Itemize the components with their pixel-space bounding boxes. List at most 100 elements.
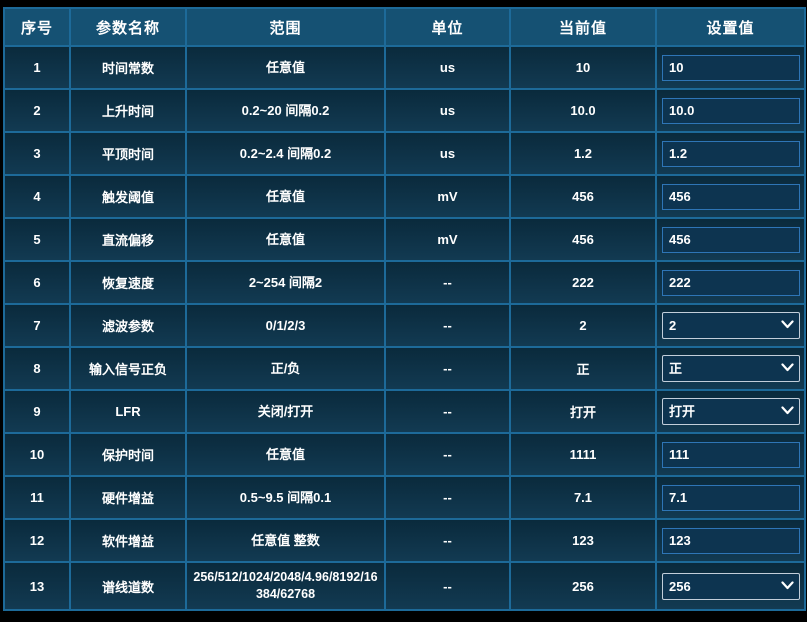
- cell-param-name: 触发阈值: [69, 174, 187, 219]
- cell-unit: --: [384, 518, 511, 563]
- cell-index: 3: [3, 131, 71, 176]
- cell-unit: --: [384, 475, 511, 520]
- cell-range: 任意值: [185, 432, 386, 477]
- table-row: 5 直流偏移 任意值 mV 456: [3, 217, 806, 262]
- cell-current-value: 正: [509, 346, 657, 391]
- cell-param-name: 滤波参数: [69, 303, 187, 348]
- cell-unit: --: [384, 561, 511, 611]
- cell-param-name: 平顶时间: [69, 131, 187, 176]
- cell-set-value: 2: [655, 303, 806, 348]
- cell-range: 任意值 整数: [185, 518, 386, 563]
- cell-index: 8: [3, 346, 71, 391]
- cell-current-value: 123: [509, 518, 657, 563]
- cell-current-value: 10.0: [509, 88, 657, 133]
- cell-range: 任意值: [185, 45, 386, 90]
- set-value-input[interactable]: [662, 269, 800, 296]
- set-value-input[interactable]: [662, 527, 800, 554]
- table-row: 10 保护时间 任意值 -- 1111: [3, 432, 806, 477]
- table-body: 1时间常数任意值us102上升时间0.2~20 间隔0.2us10.03平顶时间…: [3, 45, 806, 611]
- set-value-select-wrap: 正: [662, 355, 800, 382]
- cell-set-value: [655, 174, 806, 219]
- cell-unit: us: [384, 131, 511, 176]
- cell-index: 4: [3, 174, 71, 219]
- cell-param-name: 直流偏移: [69, 217, 187, 262]
- set-value-input[interactable]: [662, 54, 800, 81]
- cell-set-value: [655, 518, 806, 563]
- cell-current-value: 打开: [509, 389, 657, 434]
- set-value-input[interactable]: [662, 97, 800, 124]
- cell-range: 任意值: [185, 174, 386, 219]
- cell-range: 256/512/1024/2048/4.96/8192/16384/62768: [185, 561, 386, 611]
- cell-range: 关闭/打开: [185, 389, 386, 434]
- cell-set-value: [655, 475, 806, 520]
- set-value-select[interactable]: 打开: [662, 398, 800, 425]
- cell-index: 1: [3, 45, 71, 90]
- cell-unit: --: [384, 303, 511, 348]
- table-row: 1 时间常数 任意值 us 10: [3, 45, 806, 90]
- table-row: 7 滤波参数 0/1/2/3 -- 2 2: [3, 303, 806, 348]
- cell-set-value: 256: [655, 561, 806, 611]
- cell-current-value: 2: [509, 303, 657, 348]
- cell-index: 2: [3, 88, 71, 133]
- cell-current-value: 256: [509, 561, 657, 611]
- cell-range: 正/负: [185, 346, 386, 391]
- set-value-select[interactable]: 2: [662, 312, 800, 339]
- set-value-select[interactable]: 256: [662, 572, 800, 600]
- cell-index: 10: [3, 432, 71, 477]
- cell-current-value: 10: [509, 45, 657, 90]
- cell-current-value: 222: [509, 260, 657, 305]
- cell-set-value: 打开: [655, 389, 806, 434]
- cell-unit: --: [384, 346, 511, 391]
- cell-param-name: 谱线道数: [69, 561, 187, 611]
- col-header-unit: 单位: [384, 7, 511, 47]
- cell-set-value: [655, 88, 806, 133]
- cell-set-value: 正: [655, 346, 806, 391]
- cell-param-name: 软件增益: [69, 518, 187, 563]
- cell-index: 9: [3, 389, 71, 434]
- set-value-input[interactable]: [662, 140, 800, 167]
- set-value-input[interactable]: [662, 441, 800, 468]
- col-header-set: 设置值: [655, 7, 806, 47]
- col-header-index: 序号: [3, 7, 71, 47]
- cell-param-name: LFR: [69, 389, 187, 434]
- cell-param-name: 恢复速度: [69, 260, 187, 305]
- cell-current-value: 7.1: [509, 475, 657, 520]
- table-row: 9 LFR 关闭/打开 -- 打开 打开: [3, 389, 806, 434]
- cell-param-name: 保护时间: [69, 432, 187, 477]
- cell-index: 12: [3, 518, 71, 563]
- set-value-input[interactable]: [662, 226, 800, 253]
- col-header-range: 范围: [185, 7, 386, 47]
- set-value-select[interactable]: 正: [662, 355, 800, 382]
- cell-unit: mV: [384, 174, 511, 219]
- cell-index: 13: [3, 561, 71, 611]
- table-row: 3 平顶时间 0.2~2.4 间隔0.2 us 1.2: [3, 131, 806, 176]
- cell-param-name: 时间常数: [69, 45, 187, 90]
- cell-set-value: [655, 45, 806, 90]
- cell-range: 0.2~20 间隔0.2: [185, 88, 386, 133]
- cell-index: 11: [3, 475, 71, 520]
- cell-set-value: [655, 131, 806, 176]
- cell-range: 0.5~9.5 间隔0.1: [185, 475, 386, 520]
- set-value-select-wrap: 打开: [662, 398, 800, 425]
- cell-unit: mV: [384, 217, 511, 262]
- table-row: 12 软件增益 任意值 整数 -- 123: [3, 518, 806, 563]
- table-row: 4 触发阈值 任意值 mV 456: [3, 174, 806, 219]
- cell-unit: --: [384, 260, 511, 305]
- col-header-current: 当前值: [509, 7, 657, 47]
- cell-index: 5: [3, 217, 71, 262]
- cell-current-value: 1.2: [509, 131, 657, 176]
- cell-set-value: [655, 217, 806, 262]
- cell-param-name: 输入信号正负: [69, 346, 187, 391]
- cell-unit: us: [384, 45, 511, 90]
- cell-param-name: 硬件增益: [69, 475, 187, 520]
- set-value-select-wrap: 256: [662, 572, 800, 600]
- cell-unit: --: [384, 432, 511, 477]
- cell-index: 6: [3, 260, 71, 305]
- header-row: 序号 参数名称 范围 单位 当前值 设置值: [3, 7, 806, 47]
- cell-current-value: 1111: [509, 432, 657, 477]
- set-value-input[interactable]: [662, 484, 800, 511]
- set-value-input[interactable]: [662, 183, 800, 210]
- set-value-select-wrap: 2: [662, 312, 800, 339]
